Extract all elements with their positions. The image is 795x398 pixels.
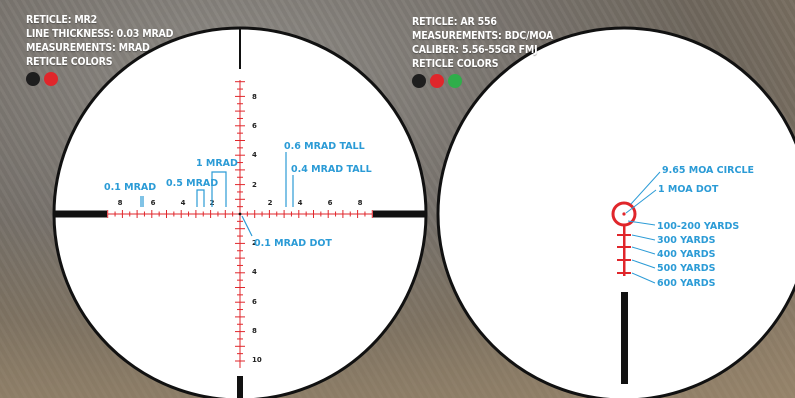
h-tick-label: 4 (298, 199, 303, 207)
v-tick-label: 10 (252, 356, 262, 364)
bdc-300 (617, 234, 631, 236)
moa-dot (622, 212, 626, 216)
center-dot (238, 212, 242, 216)
label-0-1-mrad: 0.1 MRAD (104, 182, 156, 193)
v-tick-label: 2 (252, 181, 257, 189)
label-0-4-mrad-tall: 0.4 MRAD TALL (291, 164, 372, 175)
label-100-200-yards: 100-200 YARDS (657, 221, 739, 232)
left-color-swatches (26, 72, 173, 86)
right-leader-lines (625, 171, 661, 284)
h-tick-label: 4 (181, 199, 186, 207)
bottom-post-right (621, 292, 628, 384)
label-300-yards: 300 YARDS (657, 235, 716, 246)
label-0-6-mrad-tall: 0.6 MRAD TALL (284, 141, 365, 152)
reticle-colors-label: RETICLE COLORS (412, 58, 499, 70)
measurements: MEASUREMENTS: BDC/MOA (412, 30, 554, 42)
h-tick-label: 6 (328, 199, 333, 207)
reticle-name: RETICLE: MR2 (26, 14, 98, 26)
mr2-reticle: 8 6 4 2 2 4 6 8 8 6 4 2 2 4 6 8 10 0.1 M… (52, 26, 428, 398)
bottom-post (237, 376, 243, 398)
v-tick-label: 6 (252, 298, 257, 306)
horizontal-ticks (107, 210, 373, 218)
v-tick-label: 6 (252, 122, 257, 130)
moa-circle (611, 201, 637, 227)
bdc-stem (623, 226, 626, 276)
color-swatch-green[interactable] (448, 74, 462, 88)
bdc-600 (617, 272, 631, 274)
bdc-500 (617, 259, 631, 261)
left-post (55, 210, 107, 218)
vertical-ticks (235, 81, 245, 362)
label-moa-circle: 9.65 MOA CIRCLE (662, 165, 754, 176)
top-post (239, 29, 241, 69)
color-swatch-black[interactable] (26, 72, 40, 86)
h-tick-label: 2 (268, 199, 273, 207)
color-swatch-red[interactable] (430, 74, 444, 88)
h-tick-label: 6 (151, 199, 156, 207)
label-moa-dot: 1 MOA DOT (658, 184, 719, 195)
h-tick-label: 8 (118, 199, 123, 207)
line-thickness: LINE THICKNESS: 0.03 MRAD (26, 28, 174, 40)
right-scope-view (436, 26, 795, 398)
annotation-brackets (140, 152, 294, 237)
label-1-mrad: 1 MRAD (196, 158, 238, 169)
v-tick-label: 8 (252, 93, 257, 101)
h-tick-label: 8 (358, 199, 363, 207)
reticle-colors-label: RETICLE COLORS (26, 56, 113, 68)
caliber: CALIBER: 5.56-55GR FMJ (412, 44, 538, 56)
right-info: RETICLE: AR 556 MEASUREMENTS: BDC/MOA CA… (412, 15, 553, 88)
label-500-yards: 500 YARDS (657, 263, 716, 274)
v-tick-label: 4 (252, 151, 257, 159)
right-color-swatches (412, 74, 553, 88)
color-swatch-red[interactable] (44, 72, 58, 86)
bdc-400 (617, 246, 631, 248)
color-swatch-black[interactable] (412, 74, 426, 88)
label-0-1-mrad-dot: 0.1 MRAD DOT (254, 238, 332, 249)
v-tick-label: 4 (252, 268, 257, 276)
right-post (373, 210, 425, 218)
measurements: MEASUREMENTS: MRAD (26, 42, 150, 54)
label-0-5-mrad: 0.5 MRAD (166, 178, 218, 189)
v-tick-label: 8 (252, 327, 257, 335)
label-400-yards: 400 YARDS (657, 249, 716, 260)
v-tick-label: 2 (252, 239, 257, 247)
reticle-name: RETICLE: AR 556 (412, 16, 497, 28)
label-600-yards: 600 YARDS (657, 278, 716, 289)
ar556-reticle: 9.65 MOA CIRCLE 1 MOA DOT 100-200 YARDS … (436, 26, 795, 398)
left-info: RETICLE: MR2 LINE THICKNESS: 0.03 MRAD M… (26, 13, 173, 86)
